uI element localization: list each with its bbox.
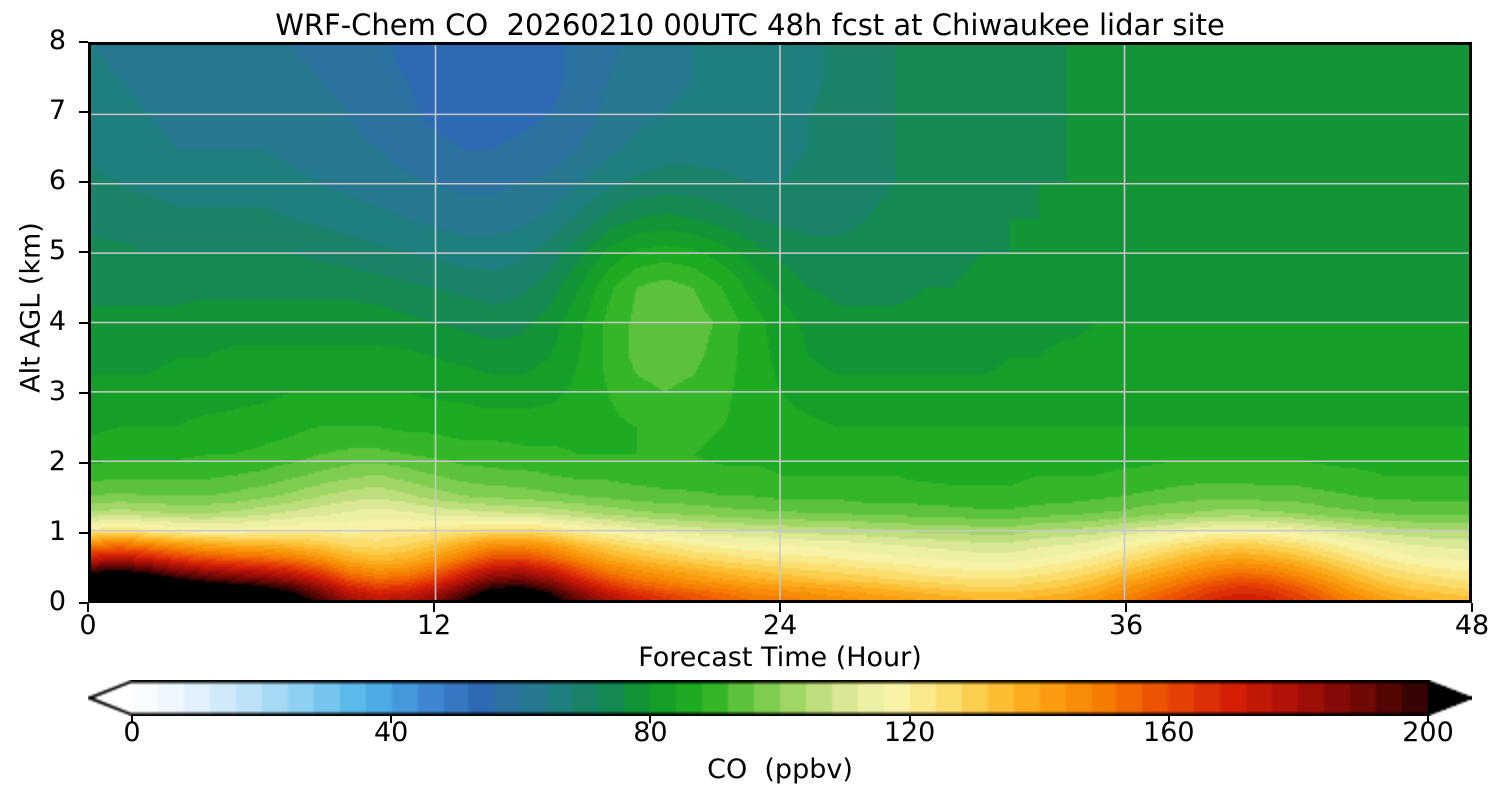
colorbar-tick-mark — [390, 716, 393, 723]
x-tick-mark — [1471, 603, 1473, 612]
x-tick-label: 48 — [1454, 610, 1490, 641]
x-tick-label: 24 — [762, 610, 798, 641]
x-tick-label: 12 — [416, 610, 452, 641]
colorbar-tick-mark — [1167, 716, 1170, 723]
y-tick-mark — [79, 461, 88, 464]
y-tick-mark — [79, 391, 88, 394]
x-tick-label: 0 — [79, 610, 97, 641]
colorbar-tick-mark — [649, 716, 652, 723]
y-tick-mark — [79, 41, 88, 43]
colorbar-tick-label: 120 — [883, 717, 936, 748]
y-tick-label: 0 — [48, 586, 66, 617]
x-axis-label: Forecast Time (Hour) — [638, 642, 922, 673]
colorbar — [88, 680, 1472, 716]
y-tick-mark — [79, 321, 88, 324]
plot-area — [88, 42, 1472, 603]
colorbar-tick-label: 160 — [1143, 717, 1195, 748]
y-tick-mark — [79, 602, 88, 604]
colorbar-tick-mark — [908, 716, 911, 723]
colorbar-tick-label: 40 — [374, 717, 409, 748]
y-tick-label: 7 — [48, 95, 66, 127]
x-tick-mark — [87, 603, 89, 612]
y-tick-label: 1 — [48, 515, 66, 547]
y-tick-label: 6 — [48, 165, 66, 197]
y-tick-mark — [79, 181, 88, 184]
colorbar-tick-label: 0 — [123, 717, 141, 748]
y-axis-label: Alt AGL (km) — [15, 222, 47, 393]
page-title: WRF-Chem CO 20260210 00UTC 48h fcst at C… — [275, 8, 1225, 42]
y-tick-label: 5 — [48, 235, 66, 267]
colorbar-tick-label: 80 — [633, 717, 668, 748]
y-tick-label: 3 — [48, 375, 66, 407]
y-tick-label: 2 — [48, 445, 66, 477]
x-tick-mark — [779, 603, 781, 612]
x-tick-mark — [433, 603, 435, 612]
y-tick-label: 8 — [48, 25, 66, 56]
x-tick-mark — [1125, 603, 1127, 612]
colorbar-label: CO (ppbv) — [707, 754, 853, 785]
colorbar-gradient — [88, 680, 1472, 716]
co-contour-field — [91, 45, 1469, 600]
y-tick-mark — [79, 111, 88, 114]
colorbar-tick-mark — [131, 716, 133, 723]
y-tick-mark — [79, 531, 88, 534]
colorbar-tick-label: 200 — [1402, 717, 1454, 748]
y-tick-label: 4 — [48, 305, 66, 337]
y-tick-mark — [79, 251, 88, 254]
colorbar-tick-mark — [1427, 716, 1429, 723]
x-tick-label: 36 — [1108, 610, 1144, 641]
